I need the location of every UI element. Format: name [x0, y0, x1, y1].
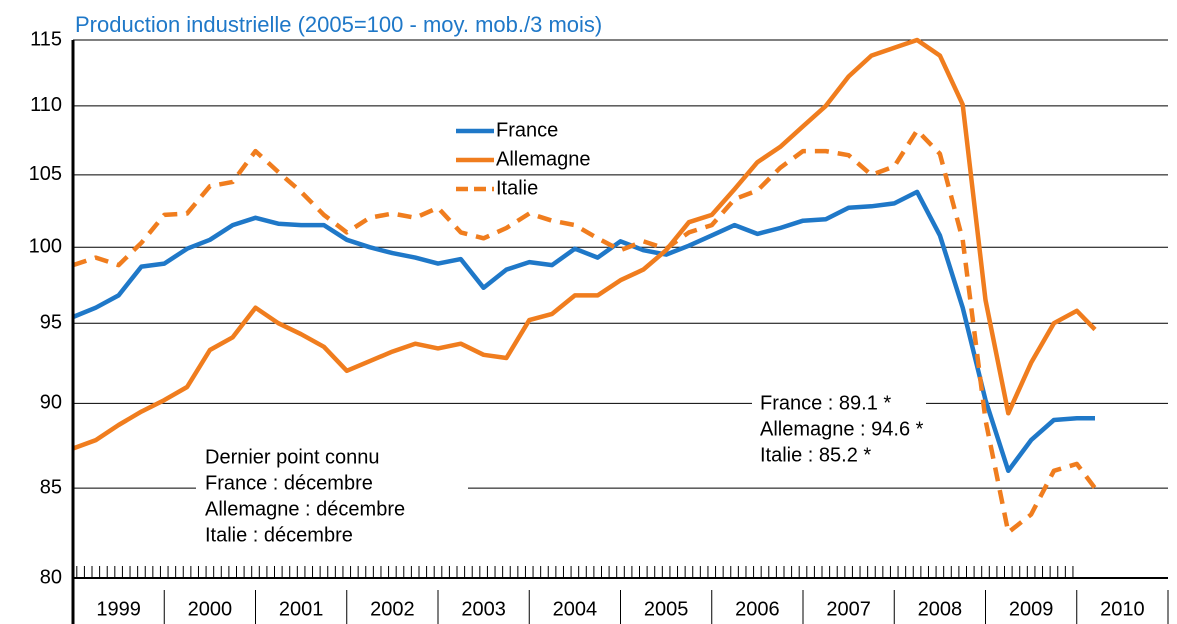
y-tick-label: 90: [40, 392, 62, 414]
annotation-box: [752, 391, 926, 469]
x-tick-label: 2004: [553, 598, 598, 620]
annotation-text: Italie : décembre: [205, 524, 353, 546]
legend-label: Allemagne: [496, 148, 591, 170]
y-tick-label: 80: [40, 566, 62, 588]
y-tick-label: 110: [30, 94, 62, 116]
annotation-box: [196, 445, 468, 549]
x-tick-label: 2002: [370, 598, 415, 620]
legend-label: Italie: [496, 177, 538, 199]
annotation-text: Italie : 85.2 *: [760, 444, 871, 466]
annotation-text: Allemagne : 94.6 *: [760, 418, 924, 440]
x-tick-label: 2000: [188, 598, 233, 620]
x-tick-label: 2010: [1100, 598, 1145, 620]
x-tick-label: 2008: [918, 598, 963, 620]
y-tick-label: 100: [29, 235, 62, 257]
annotation: France : 89.1 * Allemagne : 94.6 * Italie …: [752, 391, 926, 469]
annotation-text: France : décembre: [205, 472, 373, 494]
x-tick-label: 2005: [644, 598, 689, 620]
x-tick-label: 2001: [279, 598, 324, 620]
x-tick-label: 2003: [461, 598, 506, 620]
annotation-text: Allemagne : décembre: [205, 498, 405, 520]
x-tick-label: 2006: [735, 598, 780, 620]
series-line: [72, 128, 1097, 535]
chart-title: Production industrielle (2005=100 - moy.…: [75, 12, 602, 37]
series-line: [72, 189, 1095, 474]
x-tick-label: 1999: [96, 598, 141, 620]
series-line: [72, 37, 1097, 451]
y-tick-label: 115: [30, 28, 62, 50]
annotation: Dernier point connu France : décembre Alle…: [196, 445, 468, 549]
x-tick-label: 2009: [1009, 598, 1054, 620]
y-tick-label: 85: [40, 476, 62, 498]
legend-label: France: [496, 119, 558, 141]
y-tick-label: 105: [29, 163, 62, 185]
annotation-text: Dernier point connu: [205, 446, 380, 468]
x-tick-label: 2007: [826, 598, 871, 620]
y-tick-label: 95: [40, 312, 62, 334]
annotation-text: France : 89.1 *: [760, 392, 891, 414]
